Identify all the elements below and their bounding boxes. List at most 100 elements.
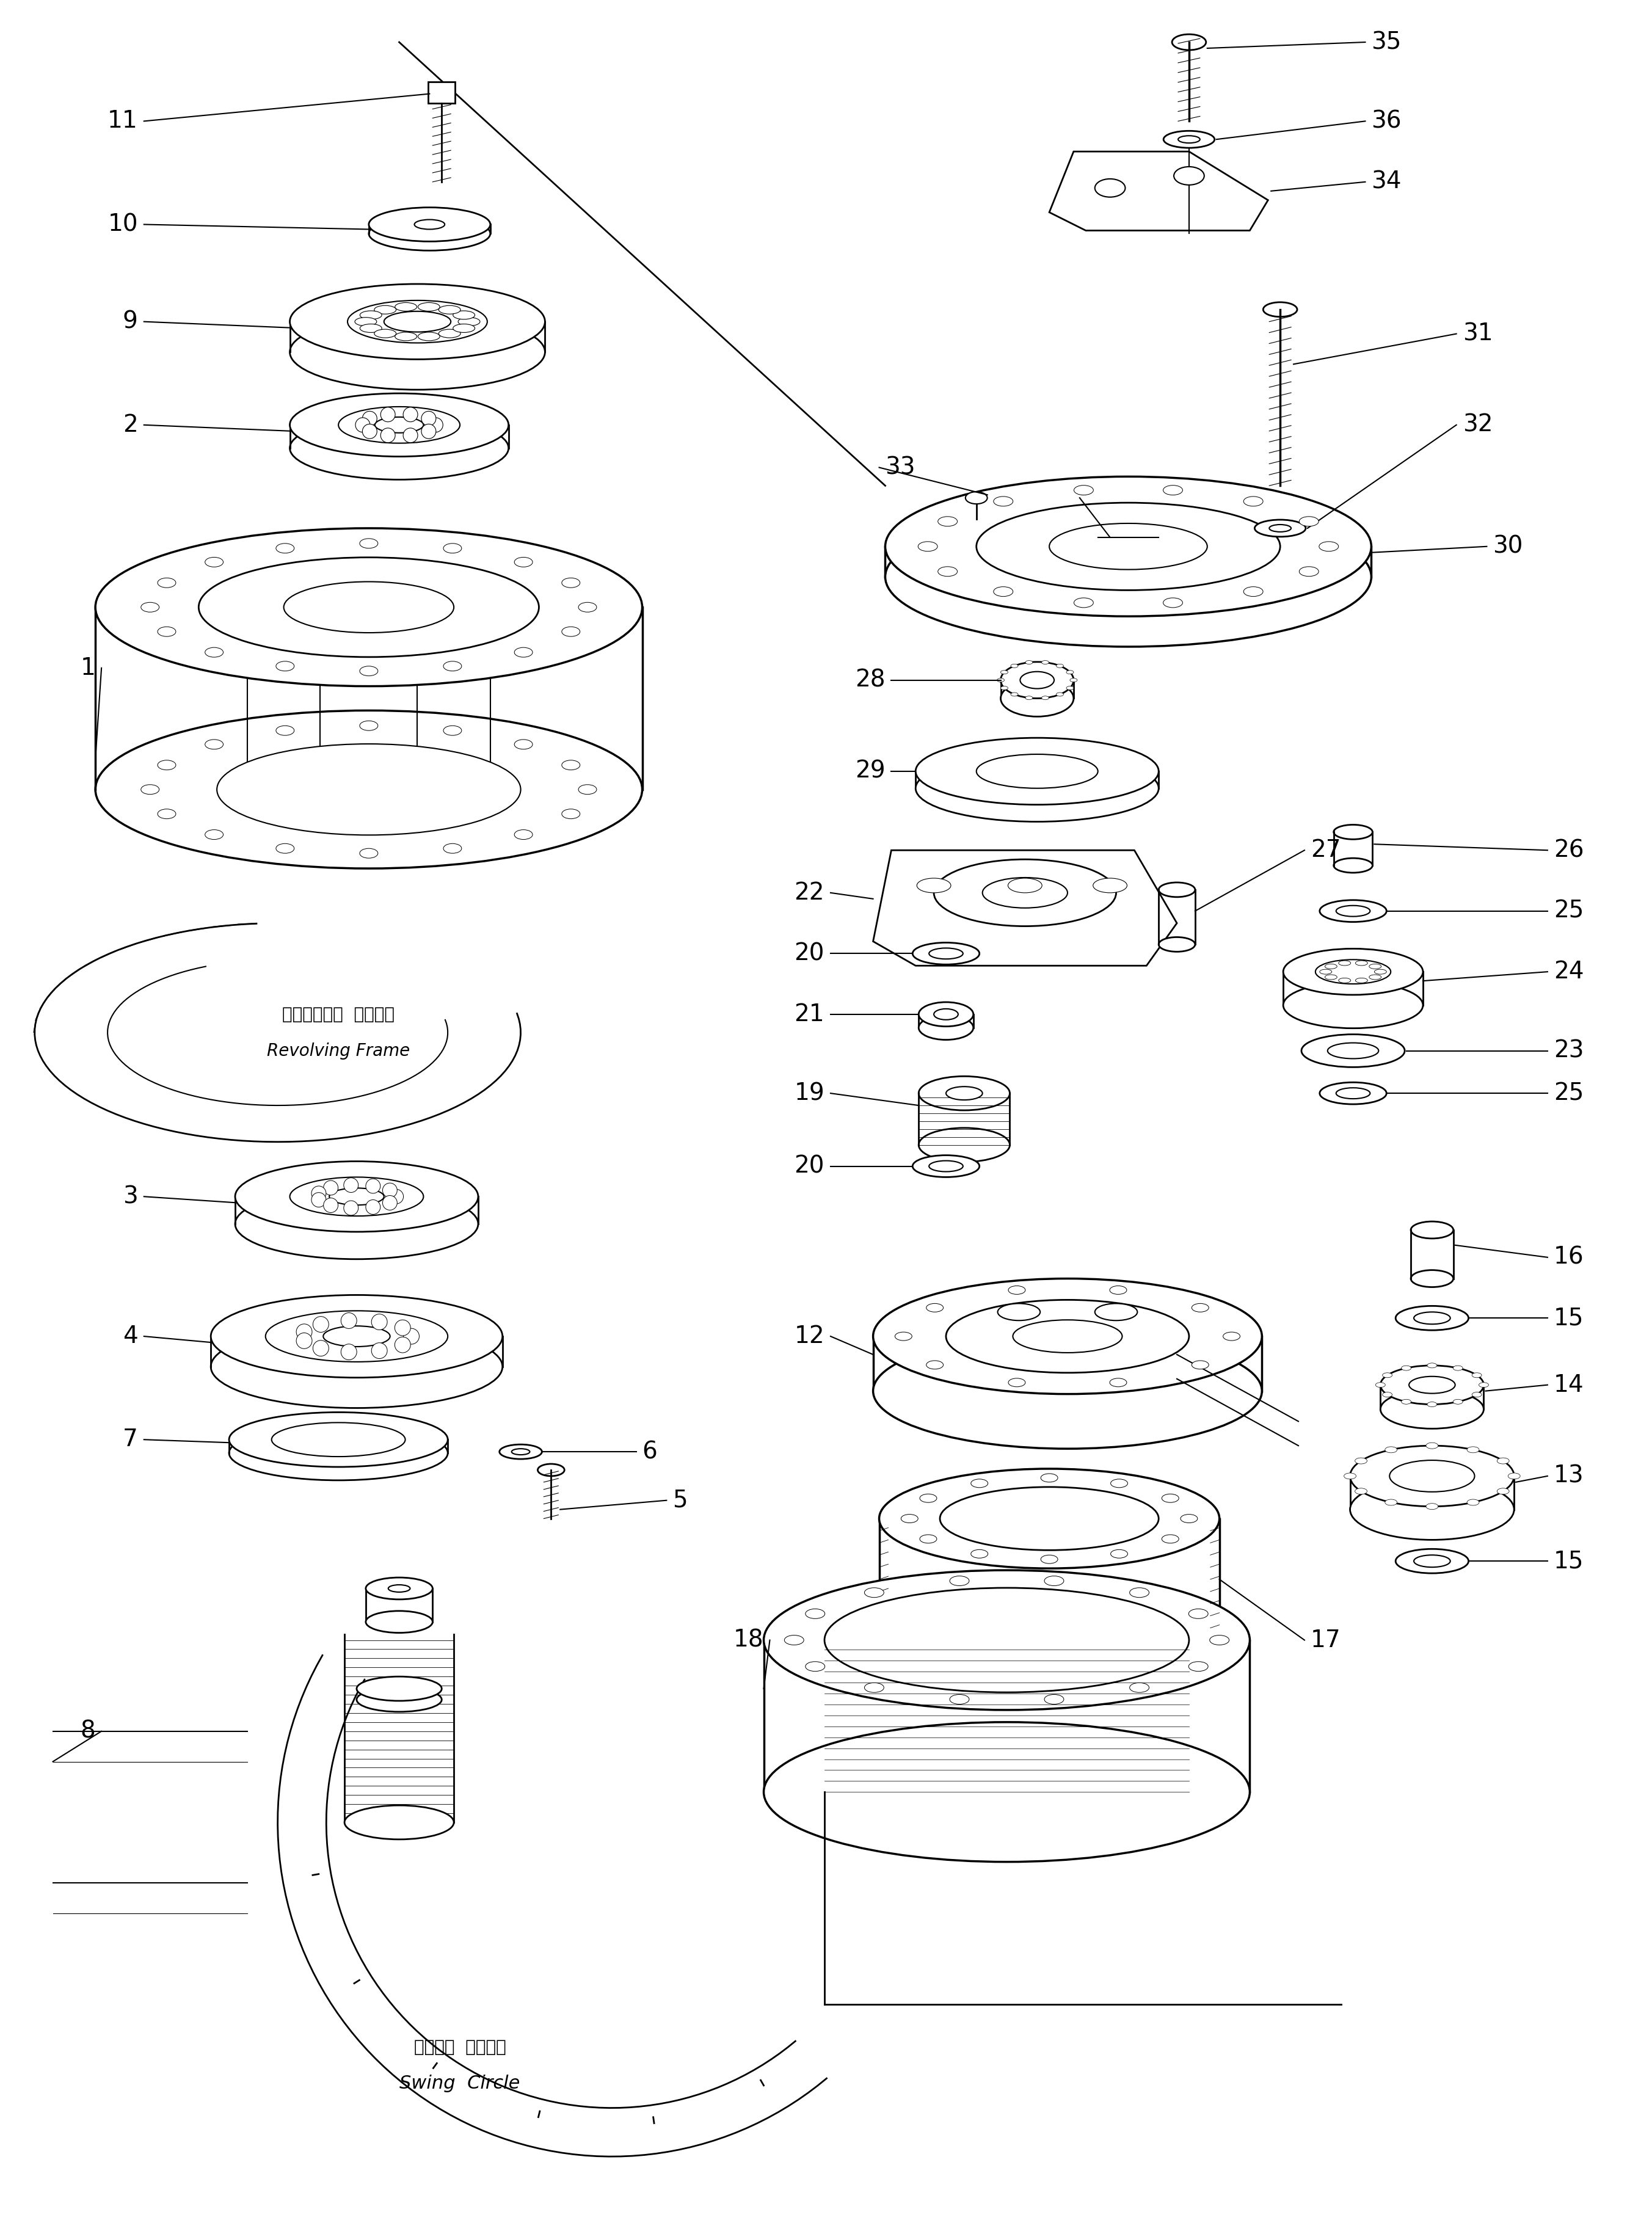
Ellipse shape xyxy=(1011,665,1018,667)
Ellipse shape xyxy=(1244,496,1264,507)
Polygon shape xyxy=(874,849,1176,965)
Ellipse shape xyxy=(1026,696,1032,700)
Ellipse shape xyxy=(276,660,294,671)
Ellipse shape xyxy=(1001,680,1074,716)
Ellipse shape xyxy=(458,318,481,327)
Ellipse shape xyxy=(360,325,382,333)
Ellipse shape xyxy=(965,491,988,505)
Ellipse shape xyxy=(1110,1285,1127,1294)
Circle shape xyxy=(365,1178,380,1194)
Ellipse shape xyxy=(347,300,487,342)
Text: 2: 2 xyxy=(122,413,137,436)
Ellipse shape xyxy=(375,305,396,313)
Ellipse shape xyxy=(562,627,580,636)
Circle shape xyxy=(380,429,395,442)
Ellipse shape xyxy=(879,1469,1219,1569)
Ellipse shape xyxy=(514,647,532,658)
Text: 9: 9 xyxy=(122,309,137,333)
Ellipse shape xyxy=(443,542,461,554)
Ellipse shape xyxy=(1355,1458,1368,1465)
Ellipse shape xyxy=(1008,1285,1026,1294)
Ellipse shape xyxy=(395,331,416,340)
Ellipse shape xyxy=(562,578,580,587)
Text: 6: 6 xyxy=(643,1441,657,1463)
Ellipse shape xyxy=(357,1676,441,1701)
Ellipse shape xyxy=(329,1187,383,1205)
Text: レボルビング  フレーム: レボルビング フレーム xyxy=(282,1005,395,1023)
Ellipse shape xyxy=(1355,960,1368,965)
Ellipse shape xyxy=(1110,1478,1128,1487)
Ellipse shape xyxy=(1181,1514,1198,1523)
Ellipse shape xyxy=(1044,1694,1064,1705)
Ellipse shape xyxy=(912,1156,980,1178)
Ellipse shape xyxy=(1427,1403,1437,1407)
Ellipse shape xyxy=(1355,1487,1368,1494)
Text: 15: 15 xyxy=(1553,1549,1584,1572)
Ellipse shape xyxy=(1041,1474,1057,1483)
Ellipse shape xyxy=(157,809,175,818)
Ellipse shape xyxy=(1376,1383,1386,1387)
Ellipse shape xyxy=(1264,302,1297,318)
Ellipse shape xyxy=(1315,960,1391,985)
Text: 18: 18 xyxy=(733,1629,763,1652)
Ellipse shape xyxy=(1175,167,1204,185)
Ellipse shape xyxy=(806,1661,824,1672)
Ellipse shape xyxy=(919,1016,973,1040)
Text: スイング  サークル: スイング サークル xyxy=(415,2038,506,2056)
Ellipse shape xyxy=(998,678,1004,682)
Ellipse shape xyxy=(983,878,1067,907)
Ellipse shape xyxy=(1042,696,1049,700)
Ellipse shape xyxy=(499,1445,542,1458)
Ellipse shape xyxy=(453,325,474,333)
Circle shape xyxy=(428,418,443,431)
Ellipse shape xyxy=(439,305,461,313)
Ellipse shape xyxy=(993,496,1013,507)
Ellipse shape xyxy=(562,760,580,769)
Ellipse shape xyxy=(1381,1365,1483,1405)
Ellipse shape xyxy=(1171,33,1206,51)
Ellipse shape xyxy=(514,558,532,567)
Ellipse shape xyxy=(1472,1392,1482,1396)
Ellipse shape xyxy=(1333,825,1373,840)
Ellipse shape xyxy=(562,809,580,818)
Circle shape xyxy=(383,1183,396,1198)
Ellipse shape xyxy=(885,476,1371,616)
Ellipse shape xyxy=(276,725,294,736)
Ellipse shape xyxy=(514,829,532,840)
Ellipse shape xyxy=(1370,974,1381,980)
Ellipse shape xyxy=(1384,1498,1398,1505)
Ellipse shape xyxy=(1409,1376,1455,1394)
Ellipse shape xyxy=(140,785,159,794)
Ellipse shape xyxy=(933,1009,958,1020)
Ellipse shape xyxy=(864,1683,884,1692)
Circle shape xyxy=(312,1316,329,1332)
Ellipse shape xyxy=(1338,960,1351,965)
Ellipse shape xyxy=(1350,1445,1515,1507)
Text: 19: 19 xyxy=(795,1083,824,1105)
Ellipse shape xyxy=(1345,1474,1356,1478)
Ellipse shape xyxy=(1383,1374,1393,1378)
Ellipse shape xyxy=(1074,598,1094,607)
Ellipse shape xyxy=(512,1449,530,1454)
Text: 3: 3 xyxy=(122,1185,137,1207)
Text: 20: 20 xyxy=(795,943,824,965)
Ellipse shape xyxy=(976,502,1280,589)
Text: 25: 25 xyxy=(1553,1083,1584,1105)
Ellipse shape xyxy=(157,760,175,769)
Ellipse shape xyxy=(1467,1498,1479,1505)
Ellipse shape xyxy=(1161,1494,1180,1503)
Ellipse shape xyxy=(284,582,454,634)
Text: 13: 13 xyxy=(1553,1465,1584,1487)
Ellipse shape xyxy=(375,418,423,433)
Ellipse shape xyxy=(1333,858,1373,874)
Text: 22: 22 xyxy=(795,880,824,905)
Text: 10: 10 xyxy=(107,213,137,236)
Ellipse shape xyxy=(1472,1374,1482,1378)
Ellipse shape xyxy=(271,1423,405,1456)
Ellipse shape xyxy=(1001,687,1008,689)
Ellipse shape xyxy=(1094,878,1127,894)
Ellipse shape xyxy=(1427,1363,1437,1367)
Text: 15: 15 xyxy=(1553,1307,1584,1329)
Ellipse shape xyxy=(578,602,596,611)
Circle shape xyxy=(312,1340,329,1356)
